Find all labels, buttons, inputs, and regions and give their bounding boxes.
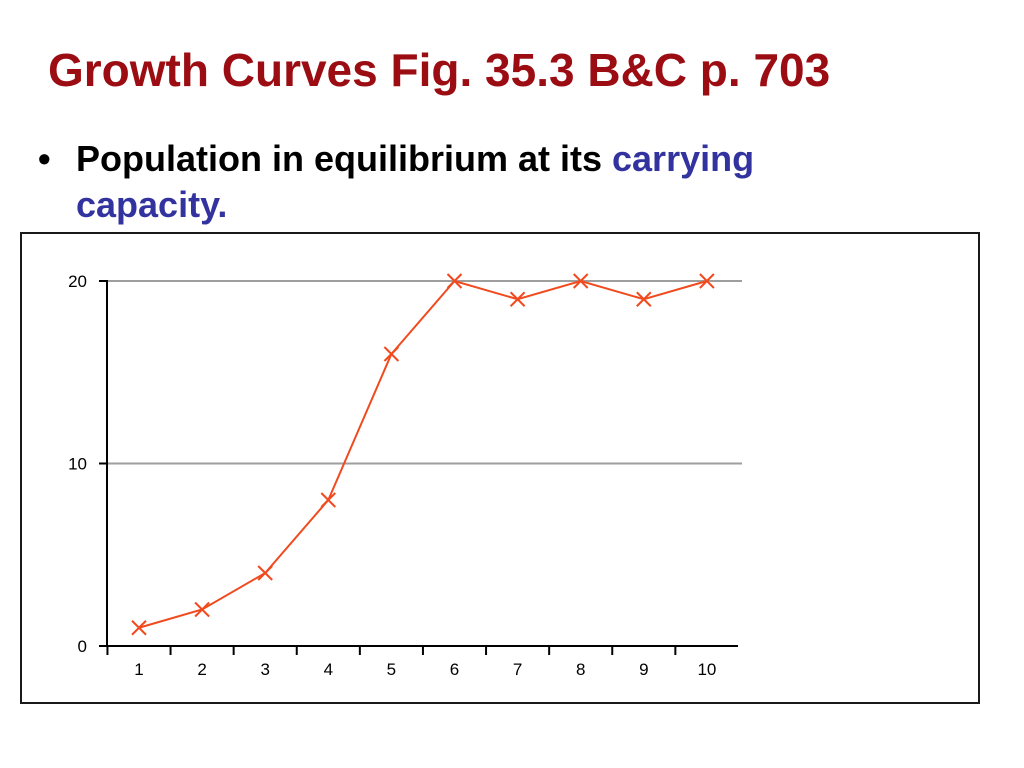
x-tick-label-3: 3 bbox=[260, 660, 269, 679]
data-point-1 bbox=[131, 620, 147, 636]
bullet-emphasis: carrying capacity. bbox=[76, 138, 755, 225]
data-point-8 bbox=[572, 273, 589, 289]
x-tick-label-10: 10 bbox=[697, 660, 716, 679]
bullet-marker: • bbox=[38, 138, 51, 179]
x-tick-label-5: 5 bbox=[387, 660, 396, 679]
bullet-text: Population in equilibrium at its bbox=[76, 138, 613, 179]
chart-frame: 0 10 20 1 2 3 4 5 6 7 8 9 10 bbox=[20, 232, 980, 704]
x-tick-label-7: 7 bbox=[513, 660, 522, 679]
x-tick-label-4: 4 bbox=[324, 660, 333, 679]
data-point-2 bbox=[194, 601, 210, 618]
y-tick-label-10: 10 bbox=[68, 455, 87, 474]
series-line-0 bbox=[138, 279, 708, 629]
data-point-9 bbox=[636, 291, 652, 307]
x-tick-label-2: 2 bbox=[197, 660, 206, 679]
x-tick-label-6: 6 bbox=[450, 660, 459, 679]
data-point-6 bbox=[446, 273, 463, 289]
y-tick-label-0: 0 bbox=[78, 637, 87, 656]
data-point-7 bbox=[509, 291, 526, 307]
x-tick-label-8: 8 bbox=[576, 660, 585, 679]
y-tick-label-20: 20 bbox=[68, 272, 87, 291]
slide-title: Growth Curves Fig. 35.3 B&C p. 703 bbox=[48, 44, 831, 96]
data-point-3 bbox=[257, 565, 273, 581]
data-point-10 bbox=[699, 273, 715, 289]
growth-curve-chart: 0 10 20 1 2 3 4 5 6 7 8 9 10 bbox=[68, 272, 742, 679]
data-point-4 bbox=[320, 492, 337, 508]
data-point-5 bbox=[383, 346, 400, 362]
x-tick-label-9: 9 bbox=[639, 660, 648, 679]
x-tick-label-1: 1 bbox=[134, 660, 143, 679]
bullet-text-block: Population in equilibrium at its carryin… bbox=[76, 136, 906, 228]
